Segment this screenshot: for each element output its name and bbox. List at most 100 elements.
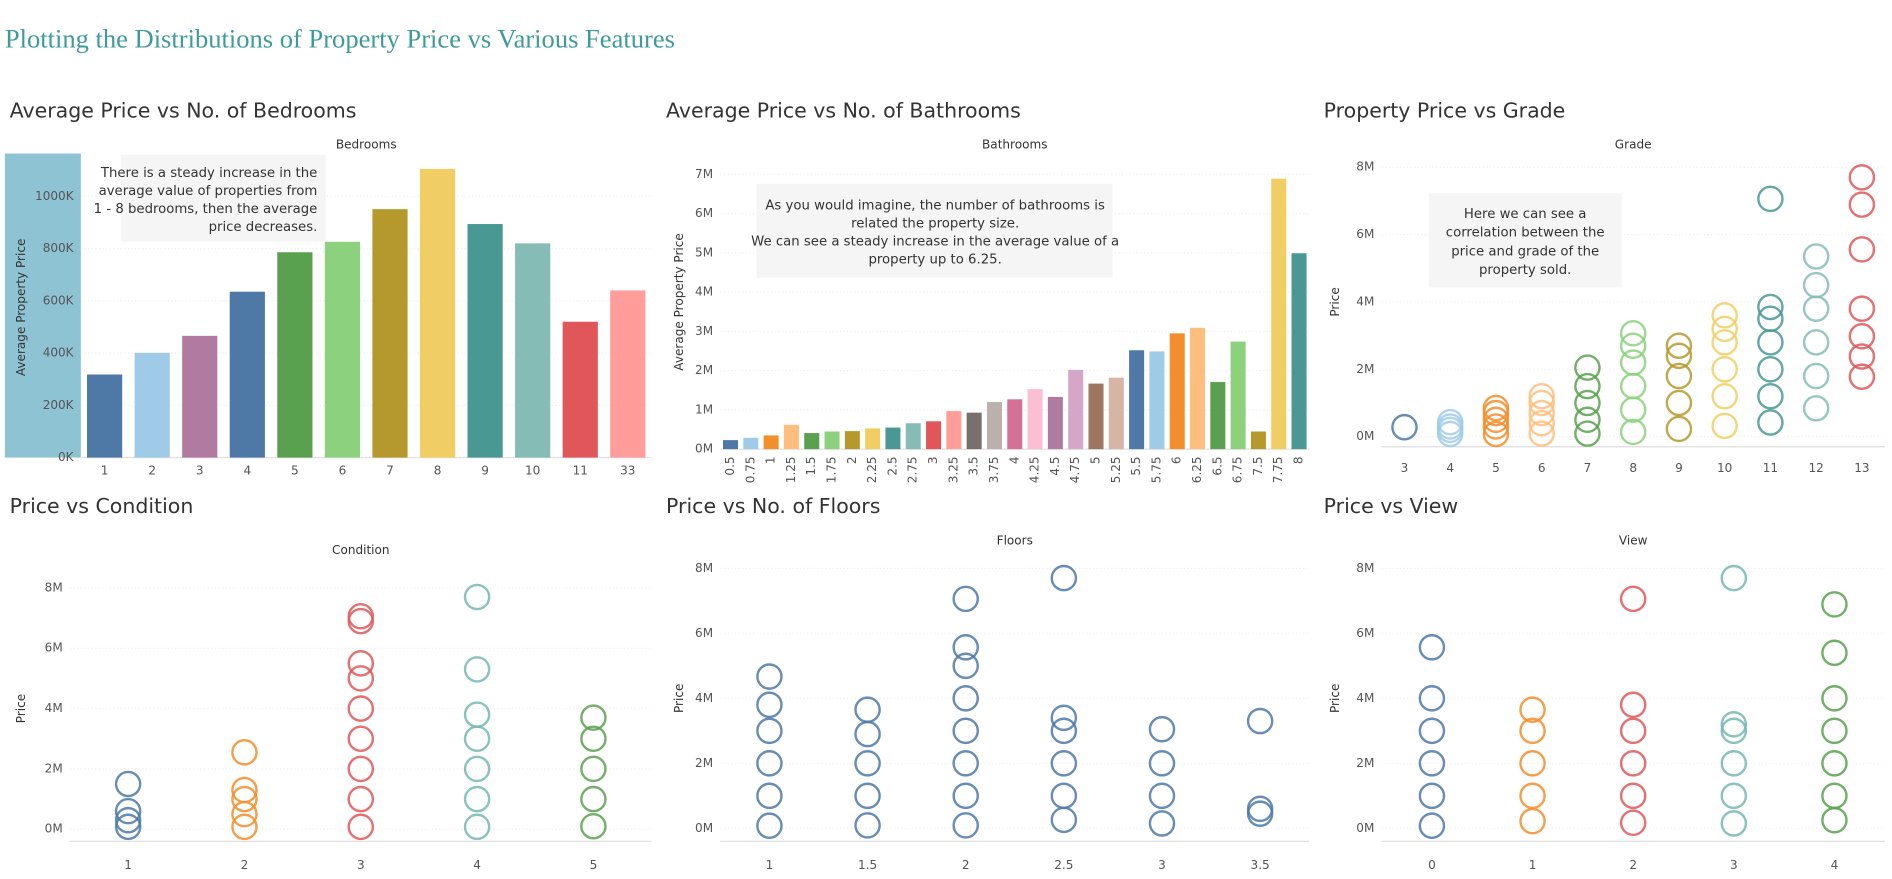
x-tick-label: 3 bbox=[926, 456, 940, 464]
point bbox=[1821, 750, 1848, 777]
point bbox=[756, 812, 783, 839]
x-tick-label: 5 bbox=[1088, 456, 1102, 464]
y-tick-label: 3M bbox=[695, 324, 713, 338]
dashboard-title: Plotting the Distributions of Property P… bbox=[5, 23, 675, 53]
bar bbox=[722, 440, 739, 450]
y-tick-label: 0M bbox=[695, 821, 713, 835]
x-tick-label: 11 bbox=[573, 463, 588, 477]
x-tick-label: 2.75 bbox=[906, 456, 920, 483]
x-tick-label: 4 bbox=[243, 463, 251, 477]
chart-title: Price vs Condition bbox=[10, 494, 194, 518]
point bbox=[756, 782, 783, 810]
bar bbox=[1068, 369, 1084, 450]
point bbox=[463, 701, 491, 728]
point bbox=[1528, 382, 1555, 410]
x-tick-label: 1 bbox=[1529, 858, 1537, 872]
x-tick-label: 3 bbox=[196, 463, 204, 477]
x-tick-label: 4.5 bbox=[1048, 456, 1062, 475]
annotation-line: 1 - 8 bedrooms, then the average bbox=[94, 202, 318, 217]
bar bbox=[1027, 389, 1043, 450]
point bbox=[1665, 389, 1693, 417]
point bbox=[1821, 717, 1848, 745]
y-tick-label: 1000K bbox=[35, 189, 75, 203]
point bbox=[1619, 750, 1647, 777]
y-tick-label: 8M bbox=[1356, 160, 1374, 174]
point bbox=[1574, 420, 1601, 447]
y-tick-label: 6M bbox=[1356, 227, 1374, 241]
point bbox=[1391, 413, 1418, 441]
x-tick-label: 0.5 bbox=[723, 456, 737, 475]
y-tick-label: 0K bbox=[58, 450, 75, 464]
point bbox=[580, 725, 607, 753]
y-axis-title: Price bbox=[14, 694, 28, 723]
y-tick-label: 1M bbox=[695, 402, 713, 416]
x-tick-label: 10 bbox=[1717, 461, 1732, 475]
point bbox=[463, 785, 491, 813]
x-tick-label: 11 bbox=[1763, 461, 1778, 475]
axis-title: View bbox=[1619, 533, 1648, 547]
point bbox=[231, 739, 258, 766]
bar bbox=[1047, 396, 1063, 450]
point bbox=[1802, 271, 1830, 299]
point bbox=[1711, 412, 1738, 440]
x-tick-label: 1.75 bbox=[825, 456, 839, 483]
point bbox=[1519, 807, 1546, 835]
x-tick-label: 6 bbox=[1538, 461, 1546, 475]
x-tick-label: 5 bbox=[1492, 461, 1500, 475]
point bbox=[1574, 406, 1601, 434]
point bbox=[1050, 704, 1078, 732]
point bbox=[952, 634, 979, 661]
point bbox=[1757, 356, 1784, 383]
point bbox=[1802, 395, 1830, 422]
bar bbox=[783, 424, 799, 450]
point bbox=[463, 725, 491, 753]
point bbox=[1482, 420, 1510, 448]
point bbox=[1619, 372, 1647, 400]
point bbox=[347, 755, 375, 783]
point bbox=[1050, 564, 1078, 592]
x-tick-label: 6.5 bbox=[1210, 456, 1224, 475]
bar bbox=[1088, 383, 1104, 450]
point bbox=[1528, 399, 1555, 427]
x-tick-label: 2 bbox=[845, 456, 859, 464]
bar bbox=[966, 412, 982, 450]
x-tick-label: 6 bbox=[1170, 456, 1184, 464]
point bbox=[1848, 236, 1876, 263]
x-tick-label: 3.25 bbox=[946, 456, 960, 483]
point bbox=[1619, 332, 1647, 359]
x-tick-label: 7 bbox=[386, 463, 394, 477]
x-tick-label: 8 bbox=[1629, 461, 1637, 475]
point bbox=[1848, 343, 1876, 370]
point bbox=[1246, 795, 1274, 823]
point bbox=[1757, 305, 1784, 333]
bar bbox=[1230, 341, 1246, 450]
bar bbox=[324, 241, 361, 458]
point bbox=[347, 695, 375, 722]
point bbox=[1482, 394, 1510, 422]
bar bbox=[467, 224, 503, 458]
bar bbox=[1169, 333, 1185, 450]
x-tick-label: 2 bbox=[148, 463, 156, 477]
x-tick-label: 9 bbox=[1675, 461, 1683, 475]
point bbox=[580, 704, 607, 731]
point bbox=[1528, 409, 1555, 437]
point bbox=[1619, 418, 1647, 446]
y-tick-label: 2M bbox=[45, 761, 63, 775]
point bbox=[1148, 810, 1176, 837]
x-tick-label: 3 bbox=[357, 858, 365, 872]
bar bbox=[277, 252, 313, 458]
x-tick-label: 2 bbox=[1629, 858, 1637, 872]
x-tick-label: 3 bbox=[1730, 858, 1738, 872]
annotation-box bbox=[756, 183, 1113, 278]
x-tick-label: 7.75 bbox=[1271, 456, 1285, 483]
y-tick-label: 8M bbox=[1356, 561, 1374, 575]
x-tick-label: 4.75 bbox=[1068, 456, 1082, 483]
x-tick-label: 3 bbox=[1401, 461, 1409, 475]
bar bbox=[1271, 178, 1287, 450]
point bbox=[347, 785, 375, 813]
point bbox=[1802, 329, 1830, 356]
x-tick-label: 4 bbox=[1007, 456, 1021, 464]
bar bbox=[763, 435, 779, 450]
x-tick-label: 4 bbox=[1446, 461, 1454, 475]
point bbox=[1619, 717, 1647, 745]
